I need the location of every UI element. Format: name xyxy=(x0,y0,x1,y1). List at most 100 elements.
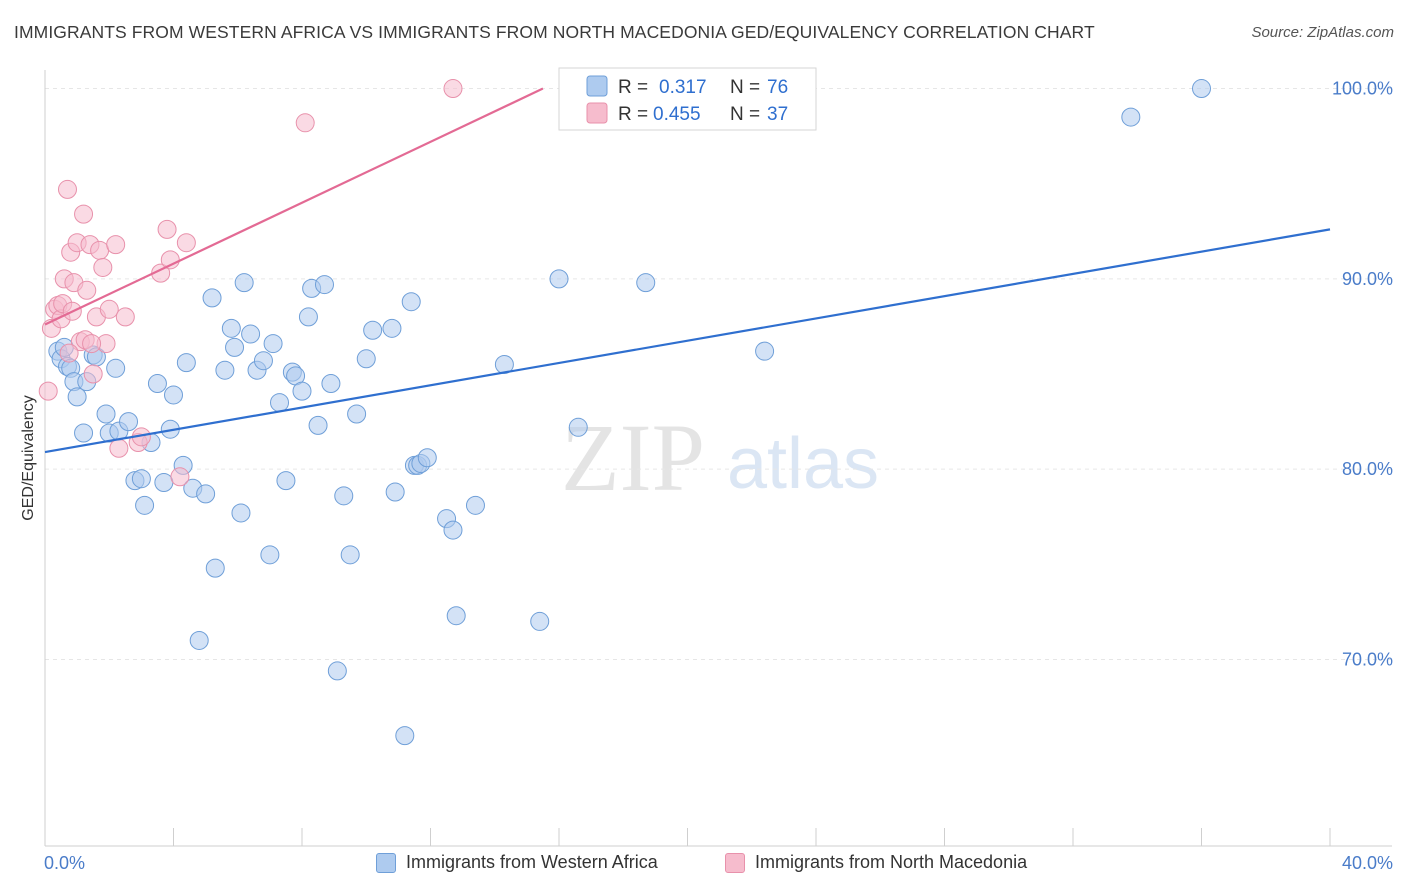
point-blue-56 xyxy=(363,320,383,340)
point-blue-59 xyxy=(395,726,415,746)
point-blue-11 xyxy=(96,404,116,424)
point-blue-60 xyxy=(401,292,421,312)
point-pink-36 xyxy=(82,334,102,354)
x-tick-label-max: 40.0% xyxy=(1342,853,1393,873)
legend-r-value-pink: 0.455 xyxy=(653,104,701,125)
point-blue-38 xyxy=(253,351,273,371)
point-blue-50 xyxy=(321,374,341,394)
point-pink-30 xyxy=(295,113,315,133)
watermark-atlas: atlas xyxy=(727,424,879,504)
point-blue-35 xyxy=(234,273,254,293)
point-blue-17 xyxy=(131,469,151,489)
point-blue-23 xyxy=(164,385,183,405)
point-blue-58 xyxy=(385,482,405,502)
legend-n-value-pink: 37 xyxy=(767,104,788,125)
y-tick-label-80: 80.0% xyxy=(1342,459,1393,479)
point-blue-46 xyxy=(298,307,318,327)
bottom-legend-label-north-macedonia: Immigrants from North Macedonia xyxy=(755,852,1028,872)
point-blue-40 xyxy=(263,334,283,354)
point-blue-15 xyxy=(119,412,139,432)
point-blue-54 xyxy=(347,404,367,424)
point-pink-11 xyxy=(74,204,94,224)
point-blue-67 xyxy=(446,606,466,626)
point-pink-28 xyxy=(170,467,190,487)
point-pink-31 xyxy=(443,79,463,99)
x-ticks xyxy=(44,828,1331,846)
point-blue-39 xyxy=(260,545,280,565)
y-tick-labels: 70.0% 80.0% 90.0% 100.0% xyxy=(1332,79,1393,670)
series-north-macedonia xyxy=(38,79,463,487)
point-pink-33 xyxy=(59,343,79,363)
point-blue-32 xyxy=(221,318,241,338)
point-pink-19 xyxy=(99,299,119,319)
point-blue-45 xyxy=(292,381,312,401)
point-blue-41 xyxy=(270,393,290,413)
point-blue-49 xyxy=(314,275,334,295)
point-blue-25 xyxy=(176,353,196,373)
bottom-legend-swatch-pink xyxy=(725,852,745,873)
point-blue-76 xyxy=(1192,79,1211,99)
point-pink-26 xyxy=(157,219,177,239)
point-blue-31 xyxy=(215,360,235,380)
bottom-legend-item-western-africa[interactable]: Immigrants from Western Africa xyxy=(376,852,658,873)
point-blue-29 xyxy=(202,288,222,308)
bottom-legend-swatch-blue xyxy=(376,852,396,873)
point-blue-28 xyxy=(196,484,216,504)
point-blue-64 xyxy=(417,448,437,468)
y-tick-label-90: 90.0% xyxy=(1342,269,1393,289)
point-blue-70 xyxy=(530,611,550,631)
watermark: ZIP atlas xyxy=(561,404,879,511)
point-pink-12 xyxy=(77,280,97,300)
source-label: Source: ZipAtlas.com xyxy=(1251,24,1394,41)
point-blue-6 xyxy=(67,387,87,407)
point-blue-30 xyxy=(205,558,225,578)
bottom-legend: Immigrants from Western Africa Immigrant… xyxy=(0,852,1406,878)
point-blue-27 xyxy=(189,630,209,650)
point-blue-34 xyxy=(231,503,251,523)
point-blue-71 xyxy=(549,269,569,289)
point-blue-74 xyxy=(755,341,775,361)
legend-n-label-blue: N = xyxy=(730,77,760,98)
point-blue-72 xyxy=(568,417,588,437)
point-pink-6 xyxy=(57,179,77,199)
bottom-legend-item-north-macedonia[interactable]: Immigrants from North Macedonia xyxy=(725,852,1027,873)
point-blue-55 xyxy=(356,349,376,369)
point-pink-20 xyxy=(106,235,126,255)
point-blue-20 xyxy=(147,374,167,394)
gridlines xyxy=(45,88,1392,660)
x-tick-label-min: 0.0% xyxy=(44,853,85,873)
point-pink-29 xyxy=(176,233,196,253)
legend-r-value-blue: 0.317 xyxy=(659,77,707,98)
trend-lines xyxy=(44,87,1331,454)
legend-swatch-blue xyxy=(586,75,608,97)
point-pink-0 xyxy=(38,381,58,401)
chart-title: IMMIGRANTS FROM WESTERN AFRICA VS IMMIGR… xyxy=(14,22,1095,42)
point-blue-48 xyxy=(308,415,328,435)
legend-n-value-blue: 76 xyxy=(767,77,788,98)
point-pink-21 xyxy=(109,438,129,458)
point-blue-51 xyxy=(327,661,347,681)
legend-n-label-pink: N = xyxy=(730,104,760,125)
legend-r-label-pink: R = xyxy=(618,104,648,125)
point-blue-57 xyxy=(382,318,402,338)
y-tick-label-100: 100.0% xyxy=(1332,79,1393,99)
point-blue-52 xyxy=(334,486,354,506)
series-western-africa xyxy=(48,79,1211,746)
point-blue-42 xyxy=(276,471,296,491)
point-blue-7 xyxy=(74,423,94,443)
legend-swatch-pink xyxy=(586,102,608,124)
point-pink-22 xyxy=(115,307,135,327)
trend-line-pink xyxy=(44,87,544,326)
legend-box: R = 0.317 N = 76 R = 0.455 N = 37 xyxy=(558,67,817,131)
point-blue-73 xyxy=(636,273,656,293)
trend-line-blue xyxy=(44,228,1331,454)
point-blue-68 xyxy=(465,495,485,515)
point-pink-17 xyxy=(93,257,113,277)
point-blue-33 xyxy=(225,337,245,357)
y-axis-label: GED/Equivalency xyxy=(20,395,37,520)
point-pink-14 xyxy=(83,364,103,384)
point-blue-36 xyxy=(241,324,261,344)
point-blue-66 xyxy=(443,520,463,540)
bottom-legend-label-western-africa: Immigrants from Western Africa xyxy=(406,852,658,872)
